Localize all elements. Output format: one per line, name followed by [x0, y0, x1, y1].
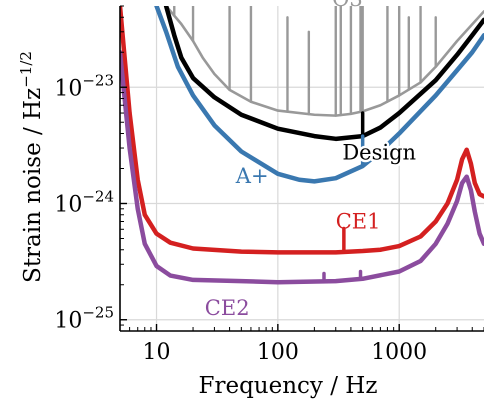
x-tick-label-2: 1000 — [371, 340, 427, 365]
series-line-ce1 — [120, 6, 484, 255]
axes: 10 100 1000 10−25 10−24 10−23 — [54, 5, 484, 365]
x-tick-label-1: 100 — [257, 340, 299, 365]
y-axis-title-exponent: −1/2 — [17, 51, 35, 88]
series-label-a: A+ — [235, 164, 269, 188]
x-axis-title: Frequency / Hz — [199, 373, 378, 399]
series-label-ce1: CE1 — [336, 209, 381, 233]
y-axis-title-text: Strain noise / Hz — [20, 88, 46, 283]
series-label-design: Design — [342, 140, 416, 164]
y-tick-label-0: 10−25 — [54, 304, 114, 334]
series-line-design — [163, 6, 484, 142]
series-line-a — [154, 6, 484, 184]
x-tick-label-0: 10 — [143, 340, 171, 365]
series-labels: O3 Design A+ CE1 CE2 — [205, 0, 419, 320]
series-layer — [120, 6, 484, 285]
series-label-ce2: CE2 — [205, 296, 250, 320]
y-tick-label-2: 10−23 — [54, 71, 114, 101]
series-line-ce2 — [120, 50, 484, 285]
series-label-o3: O3 — [332, 0, 363, 11]
y-tick-label-1: 10−24 — [54, 187, 114, 217]
y-axis-title: Strain noise / Hz−1/2 — [17, 51, 46, 283]
